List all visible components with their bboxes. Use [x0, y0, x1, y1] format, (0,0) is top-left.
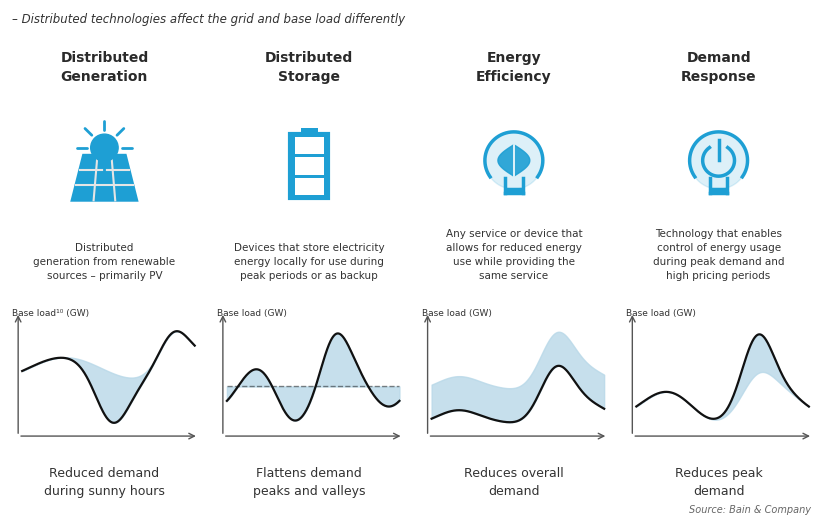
Text: Base load (GW): Base load (GW) — [421, 309, 491, 318]
Text: Reduces peak
demand: Reduces peak demand — [675, 467, 762, 498]
Text: Any service or device that
allows for reduced energy
use while providing the
sam: Any service or device that allows for re… — [445, 229, 582, 281]
Text: Base load¹⁰ (GW): Base load¹⁰ (GW) — [12, 309, 89, 318]
Text: Flattens demand
peaks and valleys: Flattens demand peaks and valleys — [253, 467, 365, 498]
Text: Devices that store electricity
energy locally for use during
peak periods or as : Devices that store electricity energy lo… — [234, 243, 384, 281]
Bar — [295, 137, 323, 154]
Bar — [295, 157, 323, 175]
Text: Reduces overall
demand: Reduces overall demand — [464, 467, 564, 498]
Text: Demand
Response: Demand Response — [681, 51, 756, 84]
Text: Technology that enables
control of energy usage
during peak demand and
high pric: Technology that enables control of energ… — [653, 229, 784, 281]
Text: – Distributed technologies affect the grid and base load differently: – Distributed technologies affect the gr… — [12, 13, 406, 26]
Text: Source: Bain & Company: Source: Bain & Company — [689, 505, 811, 515]
Text: Reduced demand
during sunny hours: Reduced demand during sunny hours — [44, 467, 165, 498]
Bar — [300, 128, 318, 134]
Polygon shape — [690, 132, 747, 189]
Text: Distributed
Generation: Distributed Generation — [60, 51, 148, 84]
FancyBboxPatch shape — [290, 134, 328, 198]
Polygon shape — [485, 132, 543, 189]
Text: Base load (GW): Base load (GW) — [626, 309, 696, 318]
Text: Base load (GW): Base load (GW) — [216, 309, 286, 318]
Circle shape — [91, 134, 119, 161]
Polygon shape — [498, 145, 530, 176]
Polygon shape — [72, 155, 137, 201]
Text: Distributed
generation from renewable
sources – primarily PV: Distributed generation from renewable so… — [34, 243, 175, 281]
Text: Distributed
Storage: Distributed Storage — [265, 51, 353, 84]
Bar — [295, 178, 323, 195]
Text: Energy
Efficiency: Energy Efficiency — [476, 51, 551, 84]
